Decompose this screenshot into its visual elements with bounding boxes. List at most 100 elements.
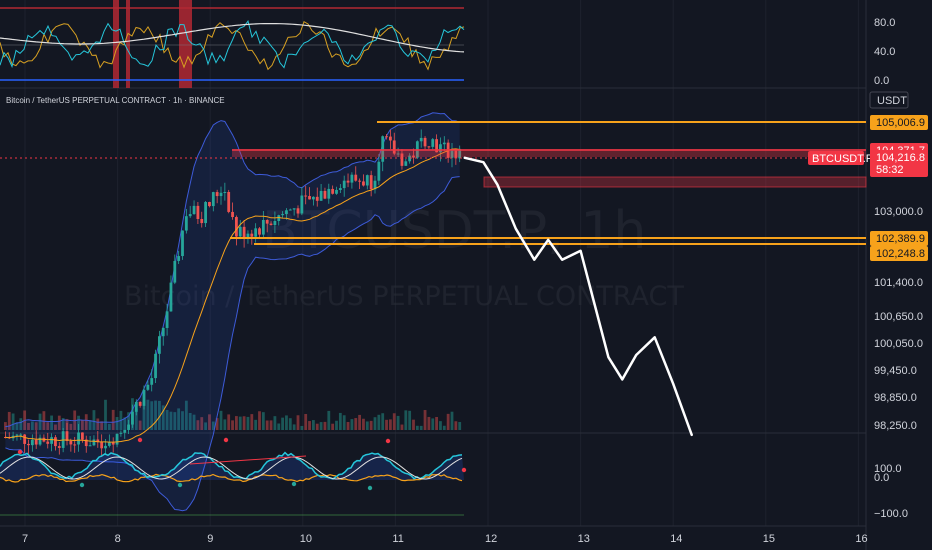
- countdown-label: 58:32: [876, 164, 904, 176]
- volume-bar: [107, 423, 111, 430]
- candle-body: [454, 150, 458, 159]
- candle-body: [435, 139, 438, 153]
- tag-102389: [870, 231, 928, 246]
- time-tick-label: 16: [855, 533, 867, 545]
- candle-body: [350, 174, 354, 183]
- candle-body: [365, 175, 369, 186]
- volume-bar: [46, 422, 50, 430]
- candle-body: [246, 233, 250, 239]
- candle-body: [46, 441, 50, 444]
- tag-102389-label: 102,389.9: [876, 233, 925, 245]
- candle-body: [354, 174, 358, 181]
- candle-body: [381, 136, 385, 162]
- volume-bar: [373, 417, 377, 430]
- candle-body: [423, 137, 427, 147]
- projection-path[interactable]: [463, 156, 693, 437]
- volume-bar: [54, 424, 57, 430]
- candle-body: [204, 202, 207, 224]
- price-tick-label: 98,250.0: [874, 420, 917, 432]
- volume-bar: [84, 414, 88, 430]
- volume-bar: [115, 417, 119, 430]
- volume-bar: [154, 400, 157, 430]
- volume-bar: [181, 411, 184, 430]
- candle-body: [312, 196, 315, 200]
- volume-bar: [423, 410, 427, 430]
- candle-body: [104, 445, 107, 449]
- candle-body: [65, 431, 69, 442]
- volume-bar: [442, 425, 446, 430]
- candle-body: [146, 384, 150, 390]
- volume-bar: [38, 413, 42, 430]
- candle-body: [131, 411, 134, 425]
- volume-bar: [312, 420, 315, 430]
- bollinger-band-fill: [5, 112, 460, 511]
- candle-body: [142, 389, 146, 406]
- volume-bar: [338, 412, 342, 430]
- volume-bar: [146, 399, 150, 430]
- bottom-oscillator-divergence: [189, 455, 307, 465]
- candle-body: [54, 437, 57, 447]
- candle-body: [242, 226, 246, 239]
- volume-bar: [258, 411, 261, 430]
- volume-bar: [392, 413, 396, 430]
- volume-bar: [50, 415, 53, 430]
- symbol-tag: [808, 151, 864, 165]
- candle-body: [188, 214, 192, 217]
- candle-body: [38, 437, 42, 445]
- bottom-oscillator-fill: [0, 452, 464, 480]
- volume-bar: [92, 410, 96, 430]
- volume-bar: [15, 422, 19, 430]
- candle-body: [281, 214, 284, 216]
- volume-bar: [11, 413, 15, 430]
- volume-bar: [104, 399, 107, 430]
- candle-body: [223, 191, 227, 193]
- candle-body: [81, 432, 84, 440]
- candle-body: [19, 434, 23, 436]
- candle-body: [73, 444, 77, 446]
- candle-body: [181, 230, 184, 257]
- time-tick-label: 11: [392, 533, 403, 545]
- candle-body: [431, 139, 435, 147]
- volume-bar: [292, 424, 296, 430]
- volume-bar: [227, 414, 231, 430]
- volume-bar: [304, 413, 308, 430]
- volume-bar: [281, 417, 284, 430]
- volume-bar: [265, 420, 269, 430]
- price-axis[interactable]: 103,000.0 101,400.0 100,650.0 100,050.0 99,4…: [874, 17, 923, 520]
- candle-body: [34, 439, 38, 445]
- volume-bar: [273, 416, 277, 430]
- candle-body: [177, 256, 181, 261]
- top-oscillator-line-2: [0, 19, 465, 69]
- volume-bar: [150, 401, 154, 430]
- volume-bar: [369, 420, 373, 430]
- bottom-oscillator-tick-label: −100.0: [874, 508, 908, 520]
- candle-body: [57, 446, 61, 448]
- volume-bar: [315, 423, 319, 430]
- candle-body: [107, 442, 111, 446]
- bottom-oscillator-tick-label: 0.0: [874, 472, 889, 484]
- volume-bar: [327, 410, 331, 430]
- candle-body: [288, 209, 292, 211]
- time-axis[interactable]: 7 8 9 10 11 12 13 14 15 16: [22, 533, 868, 545]
- top-oscillator-tick-label: 80.0: [874, 17, 895, 29]
- volume-bar: [323, 421, 327, 430]
- volume-bar: [365, 421, 369, 430]
- volume-bar: [61, 418, 65, 430]
- bottom-oscillator-tick-label: 100.0: [874, 463, 902, 475]
- candle-body: [377, 161, 381, 181]
- volume-bar: [42, 411, 46, 430]
- volume-bar: [138, 420, 142, 430]
- volume-bar: [354, 418, 358, 430]
- candle-body: [373, 180, 377, 190]
- candle-body: [69, 441, 73, 445]
- volume-bar: [242, 416, 246, 430]
- volume-bar: [269, 420, 273, 430]
- volume-bar: [238, 416, 242, 430]
- candle-body: [458, 148, 462, 159]
- currency-tag[interactable]: [869, 91, 909, 109]
- time-tick-label: 7: [22, 533, 28, 545]
- candle-body: [92, 439, 96, 446]
- candle-body: [342, 180, 346, 189]
